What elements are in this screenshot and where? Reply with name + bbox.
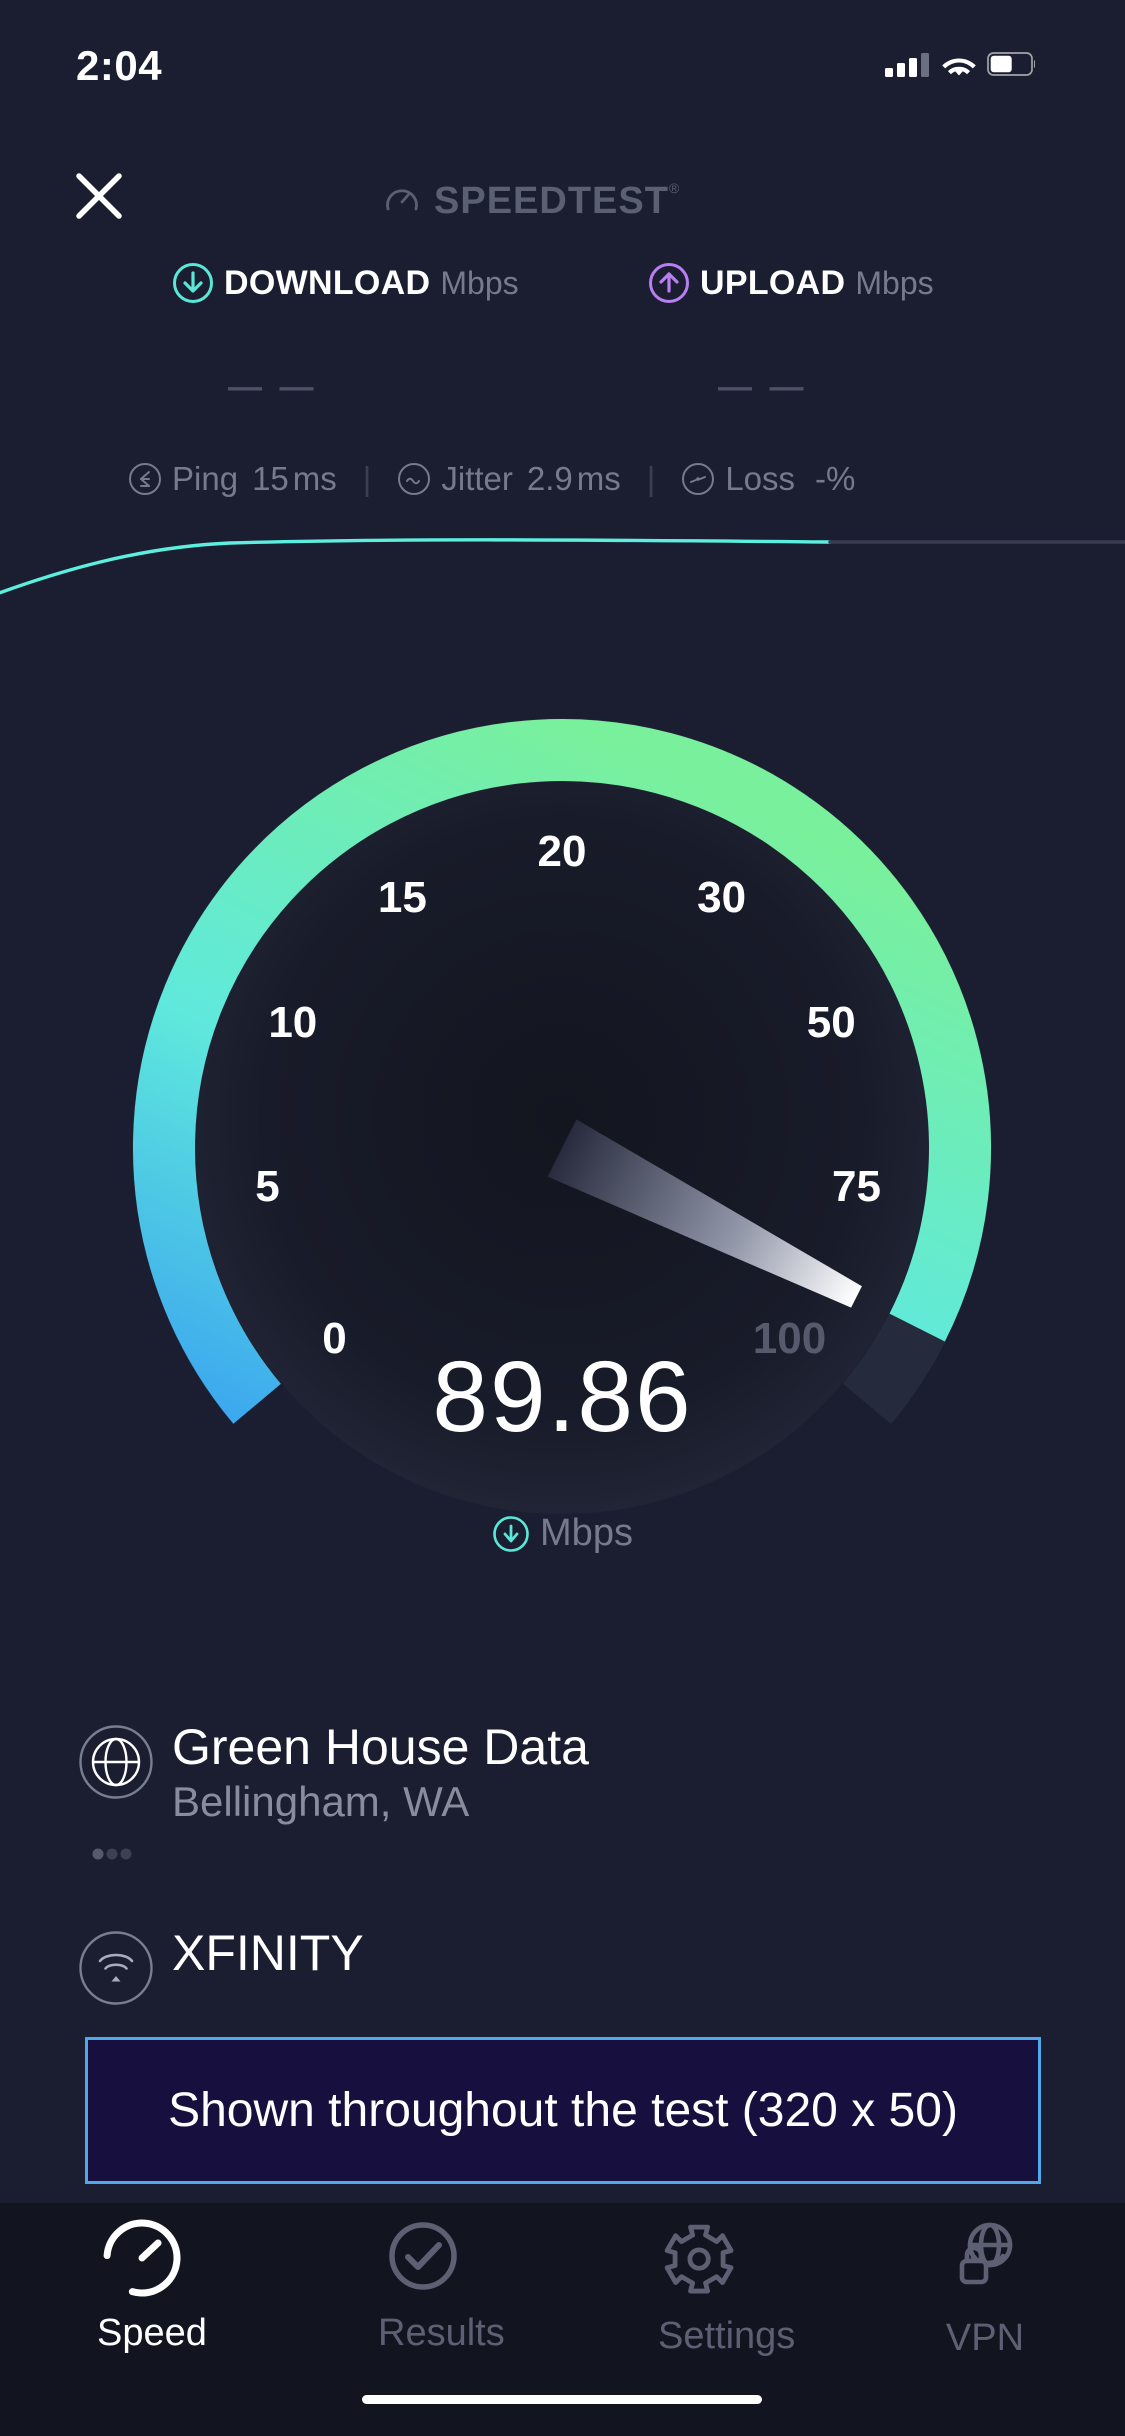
svg-text:10: 10 bbox=[268, 998, 317, 1047]
svg-text:30: 30 bbox=[697, 873, 746, 922]
svg-text:15: 15 bbox=[378, 873, 427, 922]
svg-text:20: 20 bbox=[538, 827, 587, 876]
svg-text:50: 50 bbox=[807, 998, 856, 1047]
svg-text:5: 5 bbox=[255, 1162, 279, 1211]
svg-text:75: 75 bbox=[832, 1162, 881, 1211]
